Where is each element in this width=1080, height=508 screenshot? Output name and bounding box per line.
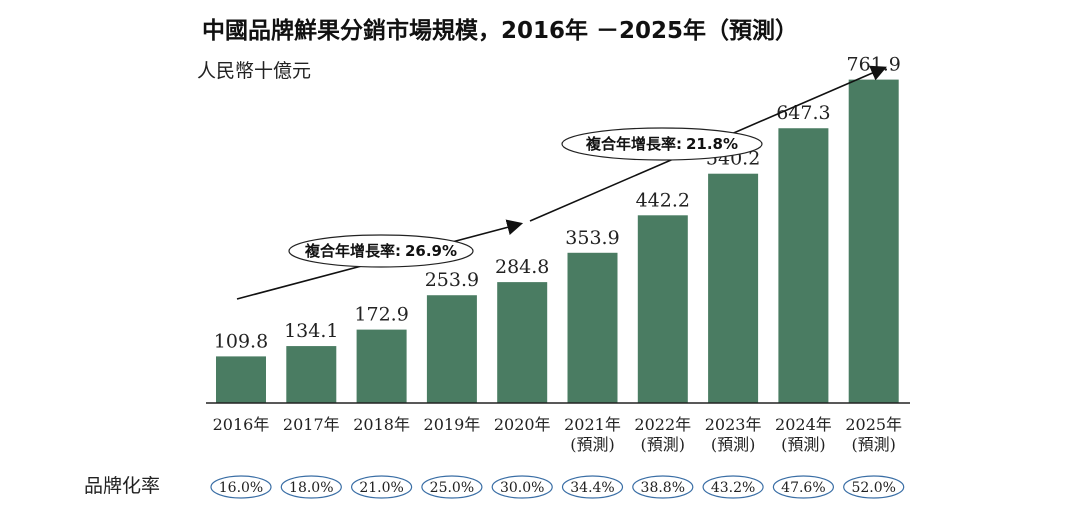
x-tick-label-0-0: 2016年 — [213, 415, 270, 434]
brand-rate-value-6: 38.8% — [641, 480, 685, 496]
brand-rate-ellipse-7 — [702, 475, 764, 499]
x-tick-label-5-1: (預測) — [570, 435, 615, 454]
bar-6 — [637, 215, 688, 403]
brand-rate-row: 16.0% 18.0% 21.0% 25.0% 30.0% 34.4% 38.8% 43.2%… — [210, 475, 905, 499]
x-tick-label-3-0: 2019年 — [424, 415, 481, 434]
brand-rate-ellipse-0 — [210, 475, 272, 499]
x-tick-label-7-1: (預測) — [711, 435, 756, 454]
value-label-0: 109.8 — [214, 330, 268, 352]
bar-0 — [216, 356, 266, 403]
brand-rate-value-9: 52.0% — [851, 480, 895, 496]
bar-5 — [567, 252, 618, 403]
x-tick-label-9-1: (預測) — [851, 435, 896, 454]
brand-rate-ellipse-9 — [843, 475, 905, 499]
value-label-9: 761.9 — [846, 54, 900, 76]
x-tick-label-8-0: 2024年 — [775, 415, 832, 434]
brand-rate-value-2: 21.0% — [359, 480, 403, 496]
value-label-6: 442.2 — [636, 189, 690, 211]
cagr-badge-1-text: 複合年增長率: 26.9% — [304, 242, 457, 260]
x-tick-label-2-0: 2018年 — [353, 415, 410, 434]
brand-rate-ellipse-4 — [491, 475, 553, 499]
value-label-8: 647.3 — [776, 102, 830, 124]
x-tick-label-8-1: (預測) — [781, 435, 826, 454]
x-tick-label-7-0: 2023年 — [705, 415, 762, 434]
brand-rate-ellipse-2 — [351, 475, 413, 499]
bar-7 — [708, 173, 759, 403]
bar-2 — [356, 329, 407, 403]
cagr-badge-2: 複合年增長率: 21.8% — [561, 127, 763, 161]
brand-rate-ellipse-6 — [632, 475, 694, 499]
chart-title: 中國品牌鮮果分銷市場規模，2016年 －2025年（預測） — [202, 17, 798, 44]
x-tick-labels-group: 2016年 2017年 2018年 2019年 2020年 2021年(預測)2022年(… — [213, 415, 902, 454]
bar-4 — [497, 282, 548, 403]
brand-rate-ellipse-1 — [280, 475, 342, 499]
cagr-badge-2-text: 複合年增長率: 21.8% — [585, 135, 738, 153]
value-label-3: 253.9 — [425, 269, 479, 291]
cagr-badge-1: 複合年增長率: 26.9% — [288, 234, 474, 268]
x-tick-label-9-0: 2025年 — [845, 415, 902, 434]
bars-group — [216, 79, 899, 403]
brand-rate-ellipse-8 — [772, 475, 835, 499]
value-labels-group: 109.8 134.1172.9253.9284.8353.9442.2540.2… — [214, 54, 901, 353]
x-tick-label-6-1: (預測) — [641, 435, 686, 454]
cagr-badge-1-ellipse — [288, 234, 474, 268]
value-label-4: 284.8 — [495, 256, 549, 278]
brand-rate-label: 品牌化率 — [84, 475, 160, 497]
value-label-5: 353.9 — [565, 227, 619, 249]
brand-rate-value-5: 34.4% — [570, 480, 614, 496]
x-tick-label-4-0: 2020年 — [494, 415, 551, 434]
bar-3 — [426, 295, 477, 403]
value-label-2: 172.9 — [354, 304, 408, 326]
brand-rate-value-8: 47.6% — [781, 480, 825, 496]
x-tick-label-6-0: 2022年 — [634, 415, 691, 434]
bar-8 — [778, 128, 829, 403]
x-tick-label-5-0: 2021年 — [564, 415, 621, 434]
bar-1 — [286, 346, 337, 403]
cagr-badge-2-ellipse — [561, 127, 763, 161]
x-tick-label-1-0: 2017年 — [283, 415, 340, 434]
bar-9 — [848, 79, 899, 403]
brand-rate-ellipse-5 — [561, 475, 624, 499]
brand-rate-value-4: 30.0% — [500, 480, 544, 496]
brand-rate-value-3: 25.0% — [430, 480, 474, 496]
brand-rate-value-0: 16.0% — [219, 480, 263, 496]
value-label-1: 134.1 — [284, 320, 338, 342]
brand-rate-value-1: 18.0% — [289, 480, 333, 496]
brand-rate-value-7: 43.2% — [711, 480, 755, 496]
unit-label: 人民幣十億元 — [197, 60, 311, 82]
brand-rate-ellipse-3 — [421, 475, 483, 499]
